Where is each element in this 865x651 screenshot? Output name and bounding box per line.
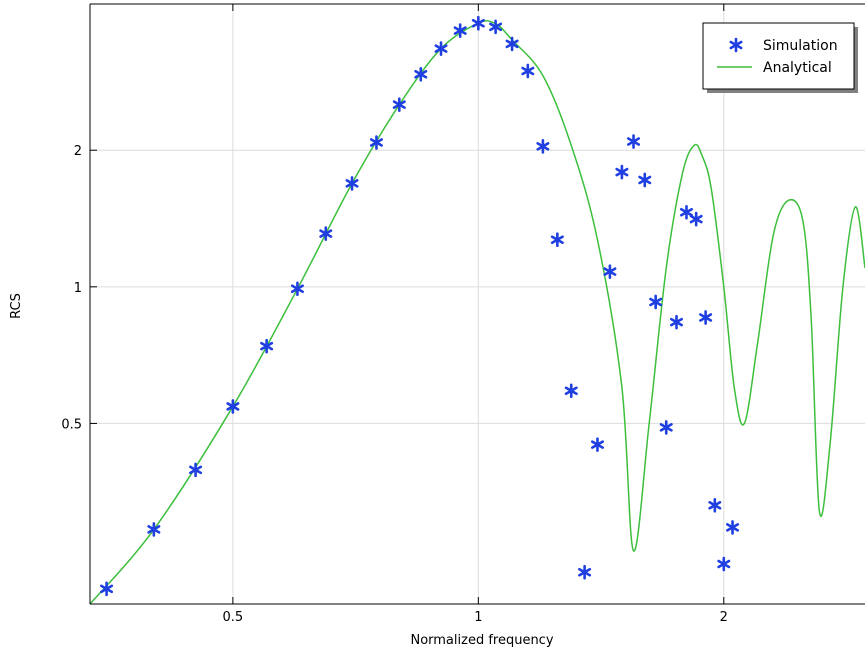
asterisk-stroke: [260, 341, 274, 351]
simulation-point: [627, 134, 641, 149]
simulation-point: [615, 164, 629, 180]
x-axis-label: Normalized frequency: [410, 633, 553, 648]
asterisk-stroke: [434, 44, 448, 53]
simulation-point: [590, 437, 604, 452]
asterisk-stroke: [729, 40, 743, 50]
asterisk-stroke: [649, 297, 663, 307]
asterisk-stroke: [627, 137, 641, 146]
x-axis-ticks: 0.5 1 2: [223, 4, 728, 625]
asterisk-stroke: [290, 284, 304, 294]
asterisk-stroke: [369, 138, 383, 147]
simulation-point: [471, 15, 485, 31]
asterisk-stroke: [659, 423, 673, 432]
asterisk-stroke: [717, 559, 731, 569]
legend-simulation-marker: [729, 37, 743, 53]
simulation-point: [638, 172, 652, 188]
asterisk-stroke: [708, 501, 722, 510]
x-tick-label: 0.5: [223, 610, 244, 625]
simulation-point: [521, 63, 535, 79]
simulation-point: [319, 226, 333, 241]
asterisk-stroke: [505, 39, 519, 49]
y-tick-label: 1: [74, 281, 82, 296]
asterisk-stroke: [453, 26, 467, 35]
simulation-point: [100, 581, 114, 597]
simulation-point: [290, 281, 304, 297]
x-tick-label: 2: [720, 610, 728, 625]
simulation-point: [414, 66, 428, 82]
asterisk-stroke: [726, 523, 740, 532]
y-tick-label: 0.5: [61, 417, 82, 432]
simulation-point: [434, 41, 448, 56]
legend-analytical-label: Analytical: [763, 60, 832, 76]
simulation-point: [345, 176, 359, 191]
asterisk-stroke: [521, 66, 535, 76]
asterisk-stroke: [414, 69, 428, 79]
simulation-point: [670, 314, 683, 330]
simulation-point: [369, 135, 383, 150]
asterisk-stroke: [564, 386, 578, 396]
legend-simulation-label: Simulation: [763, 38, 838, 54]
axes-frame: [89, 3, 865, 605]
simulation-point: [708, 498, 722, 513]
simulation-point: [659, 420, 673, 435]
asterisk-stroke: [550, 235, 564, 245]
simulation-point: [717, 556, 731, 572]
simulation-point: [564, 383, 578, 399]
asterisk-stroke: [319, 229, 333, 238]
simulation-point: [505, 36, 519, 52]
simulation-point: [453, 23, 467, 38]
simulation-point: [260, 338, 274, 354]
simulation-point: [226, 399, 240, 414]
simulation-point: [679, 204, 693, 220]
simulation-point: [726, 520, 740, 535]
simulation-point: [489, 19, 503, 35]
asterisk-stroke: [689, 214, 703, 224]
asterisk-stroke: [345, 179, 359, 188]
simulation-point: [603, 264, 617, 279]
asterisk-stroke: [699, 313, 713, 322]
asterisk-stroke: [615, 167, 629, 177]
asterisk-stroke: [100, 584, 114, 594]
simulation-series: [100, 15, 740, 597]
y-tick-label: 2: [74, 144, 82, 159]
y-axis-label: RCS: [9, 293, 24, 319]
legend: Simulation Analytical: [702, 22, 858, 93]
simulation-point: [649, 294, 663, 310]
asterisk-stroke: [471, 18, 485, 28]
asterisk-stroke: [590, 440, 604, 449]
asterisk-stroke: [679, 207, 693, 217]
asterisk-stroke: [147, 525, 161, 534]
legend-asterisk: [729, 37, 743, 53]
asterisk-stroke: [189, 465, 203, 475]
simulation-point: [578, 564, 592, 580]
asterisk-stroke: [670, 317, 683, 327]
asterisk-stroke: [578, 567, 592, 577]
simulation-point: [189, 462, 203, 478]
x-tick-label: 1: [474, 610, 482, 625]
asterisk-stroke: [638, 175, 652, 185]
asterisk-stroke: [489, 22, 503, 32]
simulation-point: [550, 232, 564, 248]
asterisk-stroke: [226, 402, 240, 411]
asterisk-stroke: [536, 142, 550, 151]
simulation-point: [536, 139, 550, 154]
grid: [90, 4, 865, 604]
asterisk-stroke: [392, 100, 406, 109]
y-axis-ticks: 0.5 1 2: [61, 144, 97, 432]
simulation-point: [699, 310, 713, 325]
simulation-point: [147, 522, 161, 537]
simulation-point: [392, 97, 406, 112]
legend-box: [702, 22, 855, 90]
simulation-point: [689, 211, 703, 227]
asterisk-stroke: [603, 267, 617, 276]
